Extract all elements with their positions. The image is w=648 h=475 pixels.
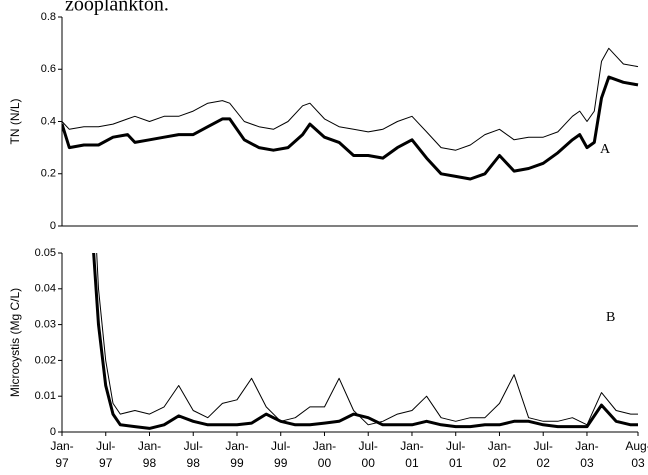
y-tick-label: 0.8 (41, 11, 56, 23)
y-tick-label: 0.01 (35, 390, 56, 402)
x-tick-label: Jan- 03 (575, 439, 599, 470)
x-tick-label: Jan- 00 (312, 439, 337, 470)
x-tick-label: Jul- 99 (271, 439, 291, 470)
x-tick-label: Aug- 03 (625, 439, 648, 470)
x-tick-label: Jan- 98 (137, 439, 162, 470)
x-tick-label: Jul- 02 (533, 439, 553, 470)
y-tick-label: 0.04 (35, 283, 56, 295)
y-tick-label: 0 (50, 220, 56, 232)
y-tick-label: 0.02 (35, 354, 56, 366)
x-tick-label: Jul- 00 (358, 439, 378, 470)
x-tick-label: Jan- 02 (487, 439, 512, 470)
y-tick-label: 0.4 (41, 115, 56, 127)
series-line (62, 75, 639, 181)
x-tick-label: Jan- 97 (50, 439, 74, 470)
x-tick-label: Jan- 01 (400, 439, 424, 470)
y-axis-label: TN (N/L) (8, 99, 22, 145)
series-line (62, 47, 639, 151)
x-tick-label: Jul- 97 (96, 439, 116, 470)
panel-label: B (606, 310, 615, 325)
y-axis-label: Microcystis (Mg C/L) (8, 288, 22, 397)
series-line (92, 253, 638, 430)
caption: zooplankton. (65, 0, 169, 16)
series-line (96, 253, 638, 426)
y-tick-label: 0.05 (35, 247, 56, 259)
y-tick-label: 0.03 (35, 319, 56, 331)
y-tick-label: 0 (50, 426, 56, 438)
y-tick-label: 0.2 (41, 168, 56, 180)
x-tick-label: Jan- 99 (225, 439, 249, 470)
x-tick-label: Jul- 01 (446, 439, 466, 470)
panel-label: A (600, 142, 611, 157)
y-tick-label: 0.6 (41, 63, 56, 75)
x-tick-label: Jul- 98 (183, 439, 203, 470)
